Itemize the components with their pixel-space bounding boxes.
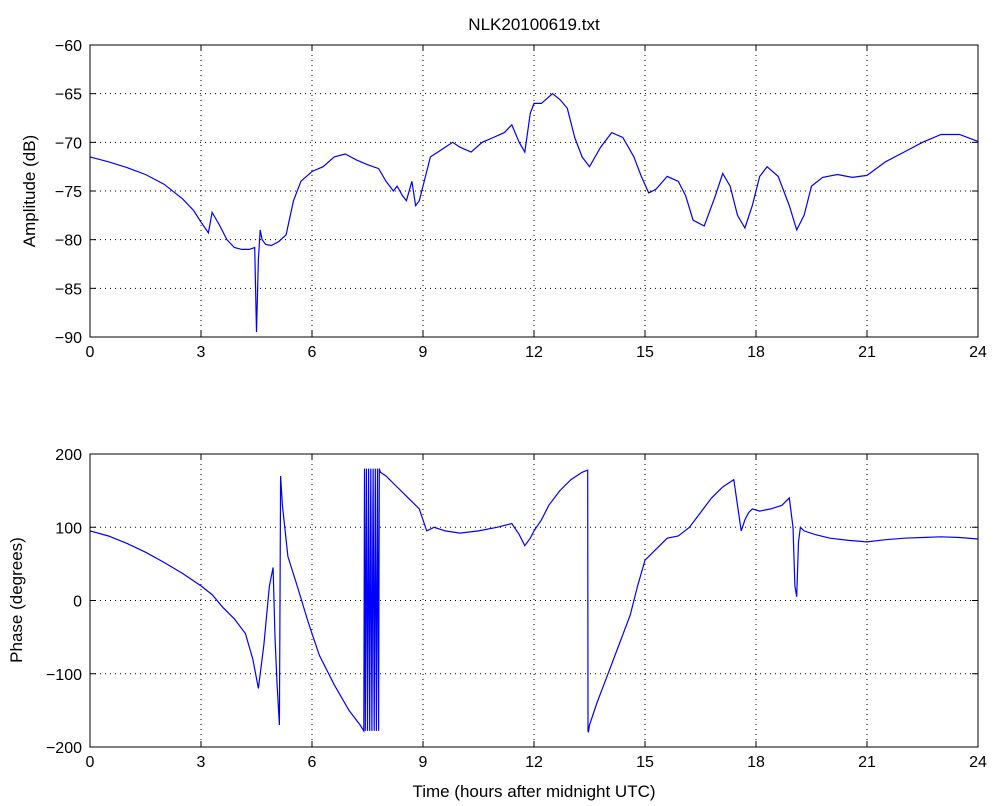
phase-x-tick-label: 21 bbox=[858, 754, 876, 771]
phase-y-tick-label: −100 bbox=[46, 667, 82, 684]
phase-y-tick-label: 200 bbox=[55, 447, 82, 464]
phase-y-tick-label: 100 bbox=[55, 520, 82, 537]
amplitude-y-tick-label: −80 bbox=[55, 233, 82, 250]
amplitude-x-tick-label: 15 bbox=[636, 344, 654, 361]
phase-plot-area bbox=[90, 454, 978, 747]
phase-axes-box bbox=[89, 453, 979, 748]
amplitude-subplot: 0 3 6 9 12 15 18 21 24 −60 −65 −70 −75 −80 −85 −90 NLK2… bbox=[20, 15, 987, 361]
phase-x-tick-label: 12 bbox=[525, 754, 543, 771]
amplitude-x-tick-label: 0 bbox=[86, 344, 95, 361]
amplitude-y-tick-label: −65 bbox=[55, 87, 82, 104]
amplitude-x-tick-label: 24 bbox=[969, 344, 987, 361]
phase-y-tick-label: 0 bbox=[73, 594, 82, 611]
phase-x-tick-label: 3 bbox=[197, 754, 206, 771]
amplitude-y-tick-label: −85 bbox=[55, 281, 82, 298]
phase-grid bbox=[90, 454, 978, 747]
phase-x-tick-label: 15 bbox=[636, 754, 654, 771]
phase-x-tick-label: 6 bbox=[308, 754, 317, 771]
phase-x-tick-label: 24 bbox=[969, 754, 987, 771]
phase-x-tick-label: 18 bbox=[747, 754, 765, 771]
amplitude-y-tick-label: −90 bbox=[55, 330, 82, 347]
phase-tick-labels: 0 3 6 9 12 15 18 21 24 200 100 0 −100 −200 bbox=[46, 447, 987, 771]
amplitude-axes-box bbox=[89, 44, 979, 338]
phase-x-tick-label: 0 bbox=[86, 754, 95, 771]
amplitude-y-tick-label: −70 bbox=[55, 135, 82, 152]
amplitude-x-tick-label: 18 bbox=[747, 344, 765, 361]
amplitude-series-line bbox=[89, 92, 979, 333]
chart-title: NLK20100619.txt bbox=[468, 15, 600, 34]
amplitude-y-tick-label: −60 bbox=[55, 38, 82, 55]
amplitude-y-axis-label: Amplitude (dB) bbox=[20, 135, 39, 247]
amplitude-x-tick-label: 6 bbox=[308, 344, 317, 361]
amplitude-x-tick-label: 12 bbox=[525, 344, 543, 361]
phase-series-line bbox=[89, 468, 979, 733]
amplitude-x-tick-label: 3 bbox=[197, 344, 206, 361]
x-axis-label: Time (hours after midnight UTC) bbox=[412, 782, 655, 801]
amplitude-x-tick-label: 9 bbox=[419, 344, 428, 361]
amplitude-y-tick-label: −75 bbox=[55, 184, 82, 201]
phase-x-tick-label: 9 bbox=[419, 754, 428, 771]
phase-subplot: 0 3 6 9 12 15 18 21 24 200 100 0 −100 −200 Time (hour… bbox=[7, 447, 987, 801]
amplitude-x-tick-label: 21 bbox=[858, 344, 876, 361]
phase-y-axis-label: Phase (degrees) bbox=[7, 537, 26, 663]
phase-y-tick-label: −200 bbox=[46, 740, 82, 757]
amplitude-tick-labels: 0 3 6 9 12 15 18 21 24 −60 −65 −70 −75 −80 −85 −90 bbox=[55, 38, 987, 361]
